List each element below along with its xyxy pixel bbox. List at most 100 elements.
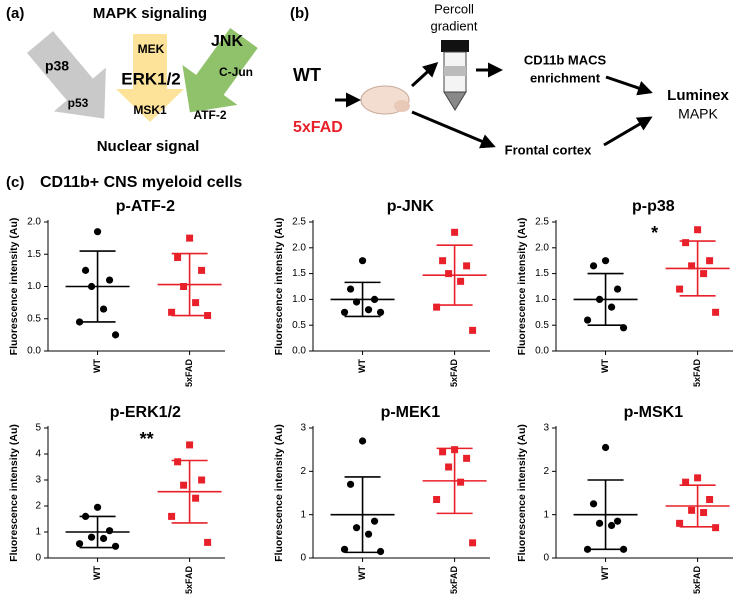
data-point (174, 458, 182, 466)
x-tick-label: WT (92, 566, 102, 580)
data-point (364, 530, 373, 538)
flow-arrow (411, 110, 496, 149)
data-point (463, 454, 471, 462)
x-tick-label: 5xFAD (184, 359, 194, 388)
data-point (364, 306, 373, 314)
data-point (376, 547, 385, 556)
group-label: 5xFAD (293, 119, 343, 136)
panel-label: (b) (290, 5, 309, 22)
data-point (340, 308, 349, 316)
chart-title: p-MEK1 (381, 404, 441, 421)
data-point (376, 308, 385, 316)
significance: * (651, 223, 658, 243)
data-point (700, 270, 708, 278)
y-tick-label: 0.5 (535, 320, 549, 331)
data-point (93, 503, 102, 511)
step-label: enrichment (530, 70, 601, 85)
y-tick-label: 3 (543, 423, 549, 434)
data-point (433, 303, 441, 311)
data-point (613, 517, 622, 525)
step-label: gradient (431, 18, 478, 33)
y-tick-label: 4 (35, 449, 41, 460)
data-point (676, 285, 684, 293)
x-tick-label: WT (92, 359, 102, 373)
y-tick-label: 0.0 (292, 346, 306, 357)
data-point (105, 276, 114, 284)
step-label: Percoll (434, 1, 474, 16)
x-tick-label: WT (600, 566, 610, 580)
arrow-label: MEK (138, 42, 165, 56)
chart: p-ERK1/2 Fluorescence intensity (Au) 0 1 2 3 4… (8, 404, 225, 594)
tube-layer (444, 66, 466, 76)
step-label: CD11b MACS (524, 52, 607, 67)
data-point (457, 478, 465, 486)
chart-title: p-MSK1 (624, 404, 684, 421)
y-tick-label: 1 (543, 509, 549, 520)
y-axis-label: Fluorescence intensity (Au) (8, 424, 20, 562)
data-point (712, 524, 720, 532)
data-point (346, 480, 355, 488)
data-point (439, 448, 447, 456)
y-tick-label: 1.5 (292, 268, 306, 279)
x-tick-label: 5xFAD (184, 566, 194, 594)
data-point (192, 494, 200, 502)
data-point (595, 519, 604, 527)
data-point (180, 283, 188, 290)
data-point (694, 226, 702, 234)
data-point (346, 285, 355, 293)
significance: ** (140, 429, 154, 449)
chart: p-ATF-2 Fluorescence intensity (Au) 0.0 0.5… (8, 198, 225, 387)
data-point (111, 331, 120, 339)
data-point (688, 506, 696, 514)
panel-footer: Nuclear signal (97, 138, 200, 155)
panel-a: (a) MAPK signaling p38 p53 MEK ERK1/2 MS… (6, 5, 258, 155)
y-tick-label: 1.5 (535, 268, 549, 279)
arrow-label: p53 (68, 96, 89, 110)
data-point (607, 303, 616, 311)
data-point (583, 316, 592, 324)
x-tick-label: WT (600, 359, 610, 373)
data-point (180, 481, 188, 489)
y-axis-label: Fluorescence intensity (Au) (516, 424, 528, 562)
data-point (682, 478, 690, 486)
y-tick-label: 3 (300, 423, 306, 434)
group-label: WT (293, 65, 321, 85)
chart-title: p-ATF-2 (116, 198, 175, 215)
brain-icon (394, 100, 410, 112)
data-point (198, 476, 206, 484)
data-point (370, 517, 379, 525)
chart-title: p-p38 (632, 198, 675, 215)
data-point (712, 308, 720, 316)
data-point (111, 542, 120, 550)
data-point (168, 308, 176, 316)
y-tick-label: 0.0 (27, 346, 41, 357)
flow-arrow (603, 116, 653, 147)
data-point (589, 262, 598, 270)
data-point (463, 262, 471, 270)
arrow-label: JNK (211, 33, 243, 50)
panel-b: (b) Percoll gradient WT 5xFAD CD11b MACS… (290, 1, 729, 157)
data-point (168, 512, 176, 520)
y-tick-label: 1 (300, 509, 306, 520)
x-tick-label: 5xFAD (449, 566, 459, 594)
data-point (445, 463, 453, 471)
chart: p-MEK1 Fluorescence intensity (Au) 0 1 2 3 WT 5… (273, 404, 490, 594)
panel-label: (c) (6, 174, 24, 191)
x-tick-label: 5xFAD (692, 359, 702, 388)
data-point (619, 545, 628, 553)
y-tick-label: 0.0 (535, 346, 549, 357)
data-point (676, 519, 684, 527)
data-point (433, 496, 441, 503)
x-tick-label: WT (357, 359, 367, 373)
chart-title: p-JNK (387, 198, 435, 215)
y-tick-label: 1.0 (27, 281, 41, 292)
data-point (87, 533, 96, 541)
data-point (601, 443, 610, 452)
erk-arrow (116, 34, 184, 122)
tube-tip (443, 91, 467, 111)
y-tick-label: 1.0 (535, 294, 549, 305)
y-tick-label: 2.5 (535, 217, 549, 228)
data-point (93, 228, 102, 236)
step-label: Frontal cortex (505, 142, 592, 157)
